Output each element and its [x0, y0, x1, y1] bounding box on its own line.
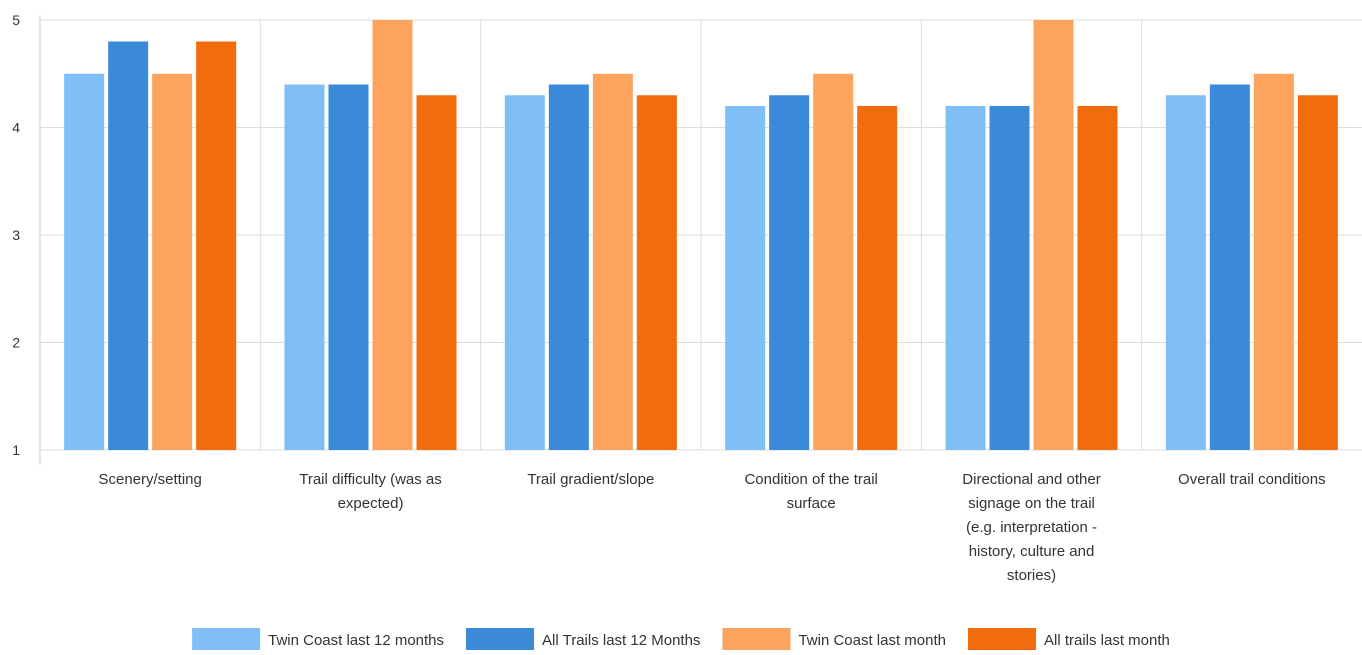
bar — [504, 95, 545, 450]
y-tick-label: 1 — [12, 442, 20, 458]
y-tick-label: 3 — [12, 227, 20, 243]
legend-swatch — [722, 628, 791, 650]
x-tick-label: (e.g. interpretation - — [966, 519, 1097, 536]
x-tick-label: Scenery/setting — [98, 471, 201, 488]
bar — [108, 41, 149, 450]
grid-layer — [40, 19, 1362, 451]
x-tick-label: Directional and other — [962, 471, 1100, 488]
x-tick-label: surface — [787, 495, 836, 512]
legend-label: Twin Coast last 12 months — [268, 632, 444, 649]
bar — [64, 73, 105, 450]
legend: Twin Coast last 12 months All Trails last… — [192, 628, 1170, 650]
bars-layer — [64, 20, 1338, 450]
x-tick-label: expected) — [338, 495, 404, 512]
legend-swatch — [968, 628, 1037, 650]
bar — [1297, 95, 1338, 450]
bar — [548, 84, 589, 450]
bar — [284, 84, 325, 450]
y-tick-label: 4 — [12, 120, 20, 136]
legend-swatch — [466, 628, 535, 650]
bar — [1165, 95, 1206, 450]
legend-label: All Trails last 12 Months — [542, 632, 700, 649]
bar — [152, 73, 193, 450]
x-tick-label: Overall trail conditions — [1178, 471, 1326, 488]
bar — [945, 106, 986, 450]
bar — [769, 95, 810, 450]
legend-label: Twin Coast last month — [798, 632, 946, 649]
bar — [372, 20, 413, 450]
x-tick-label: Trail difficulty (was as — [299, 471, 442, 488]
legend-label: All trails last month — [1044, 632, 1170, 649]
bar — [1033, 20, 1074, 450]
x-tick-label: signage on the trail — [968, 495, 1095, 512]
bar — [592, 73, 633, 450]
x-tick-label: stories) — [1007, 567, 1056, 584]
y-tick-label: 2 — [12, 335, 20, 351]
bar — [725, 106, 766, 450]
bar — [813, 73, 854, 450]
bar — [196, 41, 237, 450]
bar — [416, 95, 457, 450]
x-tick-label: Condition of the trail — [744, 471, 877, 488]
bar — [328, 84, 369, 450]
axis-layer: 1 2 3 4 5 Scenery/setting Trail difficulty (wa… — [12, 12, 1325, 584]
bar — [857, 106, 898, 450]
bar — [1077, 106, 1118, 450]
x-tick-label: Trail gradient/slope — [527, 471, 654, 488]
bar — [989, 106, 1030, 450]
legend-swatch — [192, 628, 261, 650]
bar — [636, 95, 677, 450]
bar — [1253, 73, 1294, 450]
y-tick-label: 5 — [12, 12, 20, 28]
x-tick-label: history, culture and — [969, 543, 1095, 560]
bar — [1209, 84, 1250, 450]
